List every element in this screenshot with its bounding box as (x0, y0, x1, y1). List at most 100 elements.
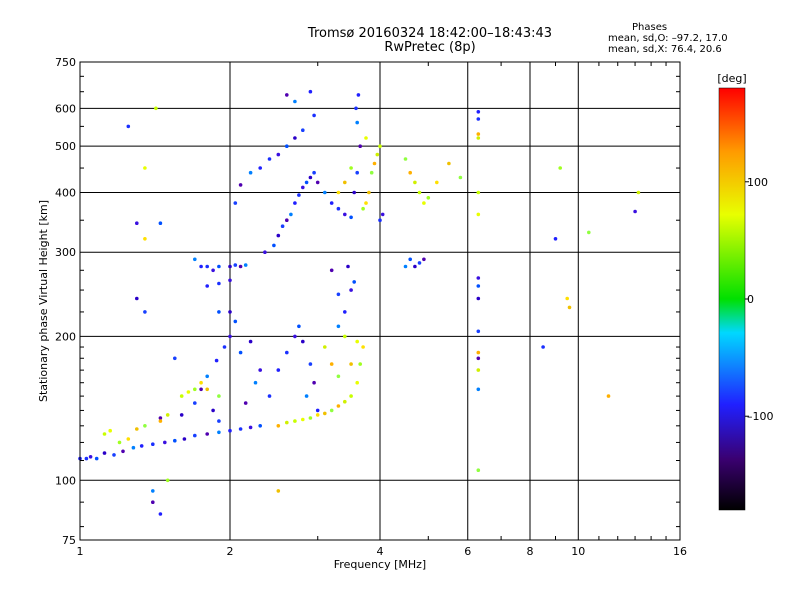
data-point-x (117, 440, 122, 445)
data-point-x (458, 175, 463, 180)
data-point-o (112, 453, 116, 457)
data-point-o (233, 319, 238, 324)
data-point-o (214, 358, 219, 363)
colorbar (718, 87, 746, 511)
data-point-x (343, 399, 347, 404)
colorbar-ticks: 100 0 –100 (745, 176, 774, 423)
data-point-o (217, 430, 221, 435)
data-point-o (193, 257, 197, 262)
data-point-x (476, 136, 481, 140)
data-point-x (413, 180, 417, 185)
data-point-o (285, 93, 289, 97)
phase-stats-x-mode: mean, sd,X: 76.4, 20.6 (608, 44, 722, 55)
data-point-x (343, 180, 347, 185)
data-point-o (541, 345, 545, 349)
data-point-o (304, 394, 309, 398)
data-point-o (199, 264, 203, 269)
data-point-x (329, 408, 334, 413)
data-point-x (372, 161, 377, 166)
data-point-o (228, 278, 232, 283)
data-point-o (263, 250, 267, 254)
data-point-o (633, 209, 637, 214)
y-tick-label: 600 (55, 102, 76, 115)
x-tick-label: 1 (77, 545, 84, 558)
x-tick-label: 4 (377, 545, 384, 558)
data-point-o (158, 221, 163, 225)
data-point-o (139, 444, 144, 448)
data-point-x (361, 345, 365, 349)
data-point-x (447, 161, 451, 166)
chart-title-line1: Tromsø 20160324 18:42:00–18:43:43 (307, 26, 553, 41)
data-point-o (312, 170, 316, 175)
colorbar-label: [deg] (717, 72, 746, 85)
data-point-o (293, 136, 297, 140)
data-point-x (349, 394, 353, 398)
y-axis-label: Stationary phase Virtual Height [km] (37, 200, 50, 402)
data-point-o (354, 106, 358, 111)
data-point-o (102, 451, 107, 455)
data-point-x (476, 468, 481, 473)
data-point-o (358, 144, 363, 148)
data-point-o (272, 243, 276, 248)
data-point-o (121, 449, 125, 454)
data-point-o (173, 356, 177, 361)
data-point-o (355, 120, 360, 125)
data-point-o (158, 416, 163, 420)
data-point-x (426, 196, 431, 200)
data-point-o (151, 442, 155, 447)
data-point-o (173, 438, 177, 443)
x-tick-label: 10 (571, 545, 585, 558)
data-point-o (233, 201, 238, 205)
data-point-o (253, 380, 258, 385)
data-point-x (143, 237, 147, 241)
data-point-x (205, 387, 209, 392)
data-point-o (276, 152, 281, 157)
data-point-x (102, 432, 107, 436)
data-point-x (349, 362, 353, 366)
data-point-o (276, 368, 281, 372)
data-point-o (158, 512, 163, 516)
data-point-o (238, 350, 243, 355)
data-point-o (205, 374, 209, 379)
data-point-o (238, 183, 243, 187)
data-point-o (193, 433, 197, 438)
data-point-x (108, 428, 112, 433)
data-point-o (301, 128, 305, 132)
data-point-o (205, 264, 209, 269)
data-point-o (205, 284, 209, 288)
data-point-o (476, 110, 481, 114)
x-tick-label: 8 (527, 545, 534, 558)
data-point-x (476, 190, 481, 195)
colorbar-tick-label: 0 (747, 293, 754, 306)
data-point-x (158, 419, 163, 423)
data-point-o (403, 264, 408, 269)
data-point-x (285, 420, 289, 425)
data-point-x (606, 394, 611, 398)
data-point-o (293, 99, 297, 104)
data-point-x (315, 413, 320, 417)
data-point-x (417, 190, 422, 195)
data-point-x (369, 170, 374, 175)
data-point-o (304, 180, 309, 185)
data-point-o (285, 144, 289, 148)
data-points (78, 89, 641, 516)
data-point-x (587, 230, 591, 235)
data-point-x (565, 296, 569, 301)
data-point-o (211, 408, 215, 413)
y-tick-label: 500 (55, 140, 76, 153)
data-point-x (179, 394, 184, 398)
data-point-o (476, 329, 481, 334)
data-point-o (217, 419, 221, 423)
y-tick-label: 300 (55, 246, 76, 259)
data-point-x (126, 437, 131, 441)
data-point-o (476, 296, 481, 301)
data-point-o (267, 394, 272, 398)
data-point-o (211, 268, 215, 273)
data-point-o (315, 180, 320, 185)
data-point-o (238, 264, 243, 269)
data-point-o (553, 237, 558, 241)
data-point-o (276, 233, 281, 238)
data-point-x (143, 166, 147, 170)
data-point-o (243, 401, 248, 405)
